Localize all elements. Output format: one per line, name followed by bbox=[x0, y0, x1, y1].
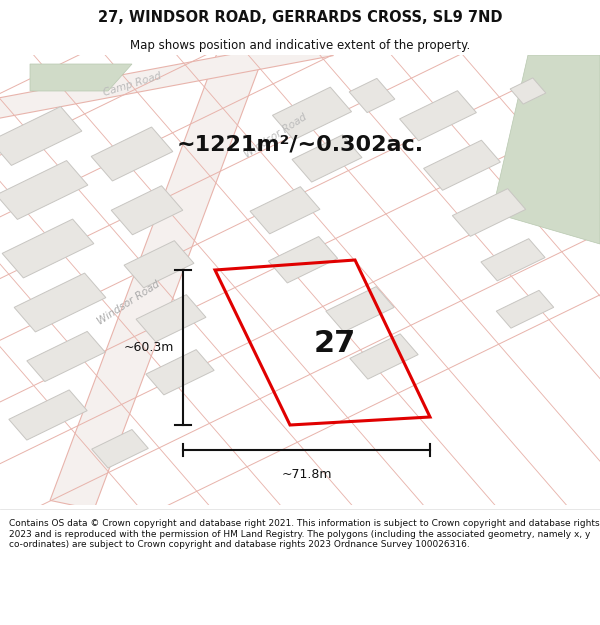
Polygon shape bbox=[292, 135, 362, 182]
Polygon shape bbox=[50, 51, 262, 509]
Text: Contains OS data © Crown copyright and database right 2021. This information is : Contains OS data © Crown copyright and d… bbox=[9, 519, 599, 549]
Polygon shape bbox=[30, 64, 132, 91]
Polygon shape bbox=[0, 36, 333, 123]
Polygon shape bbox=[111, 186, 183, 235]
Polygon shape bbox=[492, 55, 600, 244]
Text: ~1221m²/~0.302ac.: ~1221m²/~0.302ac. bbox=[176, 135, 424, 155]
Polygon shape bbox=[9, 390, 87, 440]
Polygon shape bbox=[2, 219, 94, 278]
Text: ~60.3m: ~60.3m bbox=[124, 341, 174, 354]
Polygon shape bbox=[326, 287, 394, 332]
Polygon shape bbox=[91, 127, 173, 181]
Text: 27, WINDSOR ROAD, GERRARDS CROSS, SL9 7ND: 27, WINDSOR ROAD, GERRARDS CROSS, SL9 7N… bbox=[98, 10, 502, 25]
Polygon shape bbox=[452, 189, 526, 236]
Polygon shape bbox=[136, 294, 206, 342]
Polygon shape bbox=[481, 239, 545, 281]
Text: ~71.8m: ~71.8m bbox=[281, 468, 332, 481]
Polygon shape bbox=[124, 241, 194, 288]
Polygon shape bbox=[146, 349, 214, 395]
Polygon shape bbox=[27, 331, 105, 382]
Polygon shape bbox=[350, 334, 418, 379]
Text: Camp Road: Camp Road bbox=[102, 71, 162, 98]
Polygon shape bbox=[268, 236, 338, 283]
Polygon shape bbox=[14, 273, 106, 332]
Text: 27: 27 bbox=[313, 329, 356, 357]
Polygon shape bbox=[272, 87, 352, 140]
Text: Windsor Road: Windsor Road bbox=[96, 279, 162, 326]
Polygon shape bbox=[0, 161, 88, 219]
Text: Windsor Road: Windsor Road bbox=[243, 112, 309, 160]
Polygon shape bbox=[424, 140, 500, 190]
Polygon shape bbox=[400, 91, 476, 141]
Polygon shape bbox=[250, 187, 320, 234]
Polygon shape bbox=[0, 107, 82, 166]
Text: Map shows position and indicative extent of the property.: Map shows position and indicative extent… bbox=[130, 39, 470, 51]
Polygon shape bbox=[510, 78, 546, 104]
Polygon shape bbox=[349, 78, 395, 112]
Polygon shape bbox=[496, 291, 554, 328]
Polygon shape bbox=[92, 429, 148, 468]
